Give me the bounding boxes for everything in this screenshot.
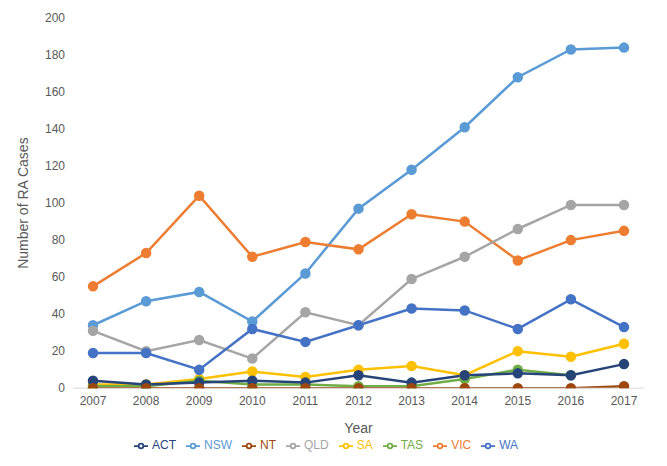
html-text:VIC: VIC: [451, 438, 472, 453]
svg-text:2010: 2010: [239, 394, 266, 408]
svg-text:2011: 2011: [292, 394, 318, 408]
svg-text:160: 160: [45, 85, 65, 99]
svg-text:0: 0: [58, 381, 65, 395]
html-text:TAS: TAS: [400, 438, 424, 453]
html-text:WA: WA: [499, 438, 518, 453]
svg-text:Year: Year: [344, 420, 373, 436]
svg-text:20: 20: [52, 344, 66, 358]
svg-text:Number of RA Cases: Number of RA Cases: [15, 137, 31, 269]
svg-text:200: 200: [45, 11, 65, 25]
svg-text:120: 120: [45, 159, 65, 173]
svg-text:80: 80: [52, 233, 66, 247]
html-text:ACT: ACT: [152, 438, 176, 453]
svg-text:2015: 2015: [504, 394, 531, 408]
svg-text:2013: 2013: [398, 394, 425, 408]
html-text:NT: NT: [260, 438, 276, 453]
svg-text:180: 180: [45, 48, 65, 62]
html-text:SA: SA: [356, 438, 373, 453]
html-text:QLD: QLD: [304, 438, 329, 453]
svg-text:2007: 2007: [80, 394, 107, 408]
svg-text:100: 100: [45, 196, 65, 210]
svg-text:2016: 2016: [558, 394, 585, 408]
html-text:NSW: NSW: [204, 438, 232, 453]
svg-text:2017: 2017: [611, 394, 638, 408]
svg-text:140: 140: [45, 122, 65, 136]
svg-text:2009: 2009: [186, 394, 213, 408]
svg-text:2008: 2008: [133, 394, 160, 408]
svg-text:40: 40: [52, 307, 66, 321]
svg-text:2012: 2012: [345, 394, 372, 408]
svg-text:2014: 2014: [451, 394, 478, 408]
svg-text:60: 60: [52, 270, 66, 284]
